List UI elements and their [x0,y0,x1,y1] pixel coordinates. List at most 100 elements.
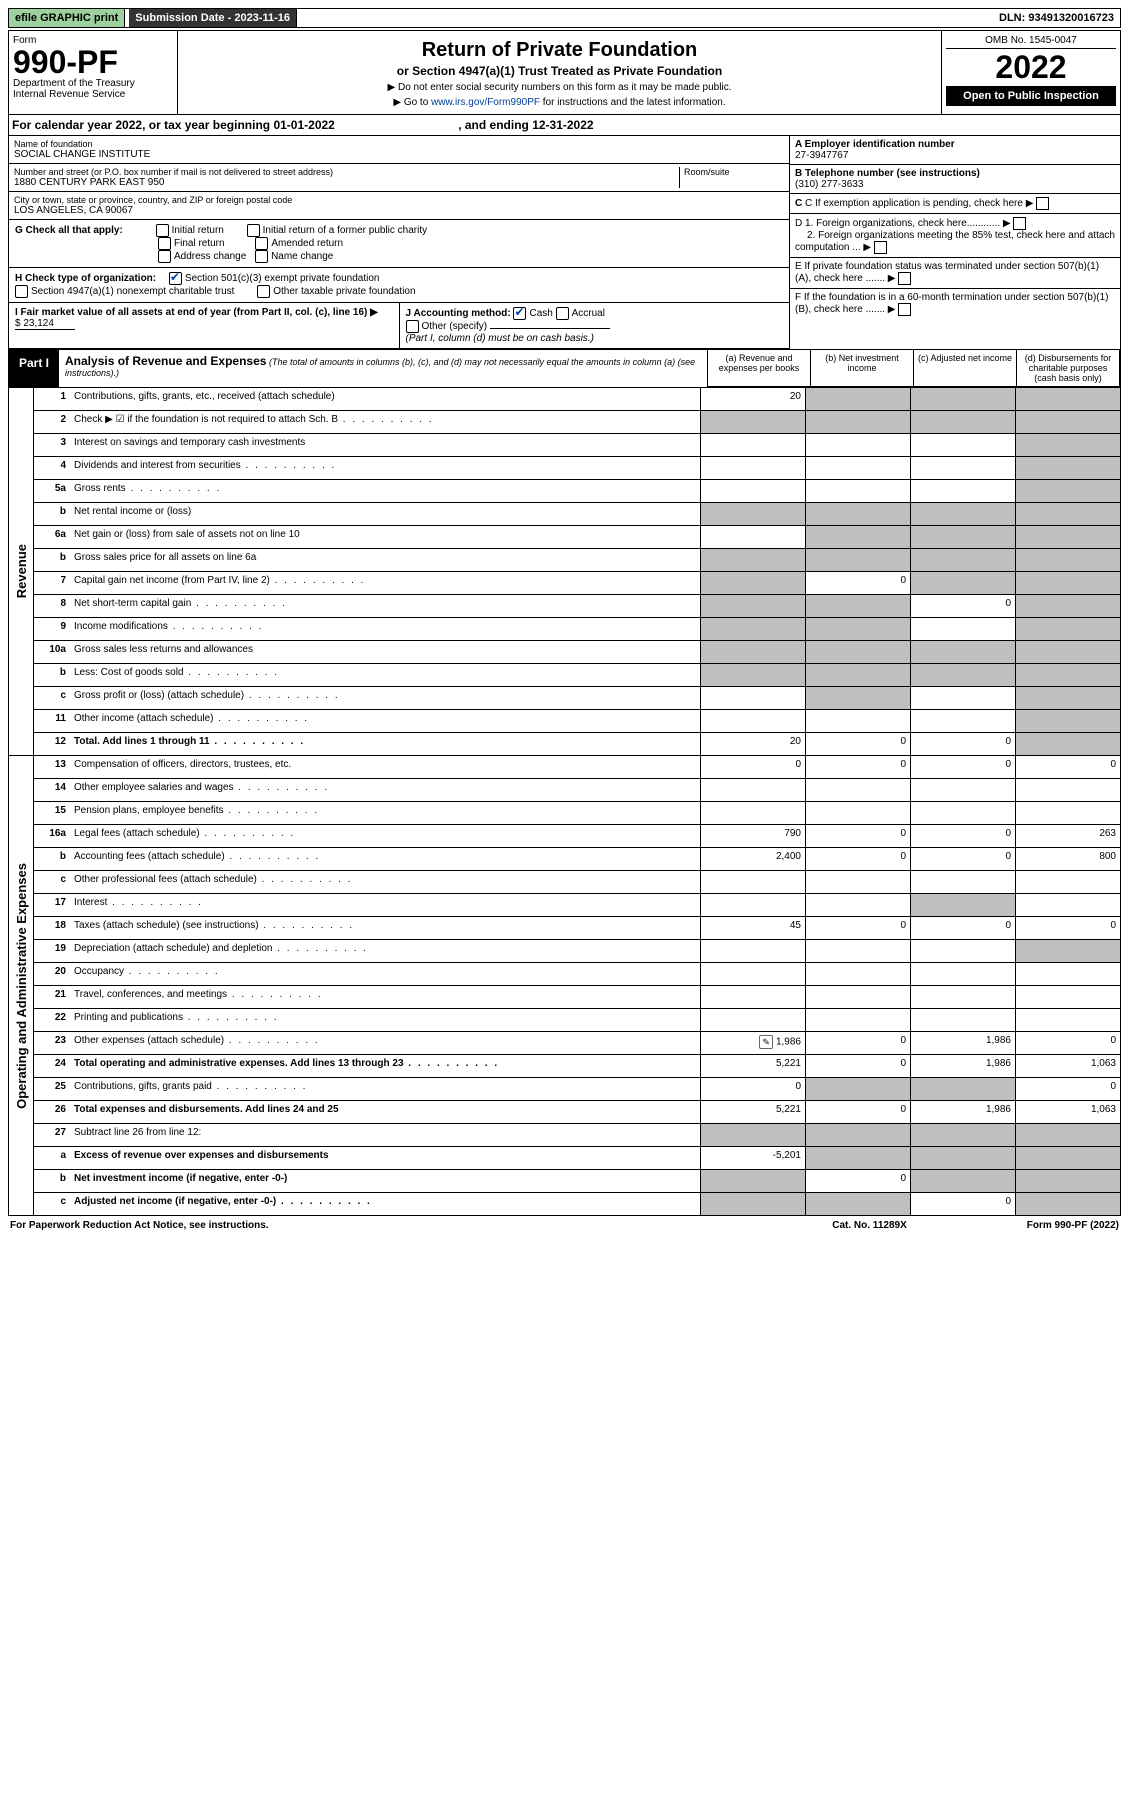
address-change-checkbox[interactable] [158,250,171,263]
line-27a: Excess of revenue over expenses and disb… [70,1147,700,1169]
phone: (310) 277-3633 [795,179,863,190]
line-6b: Gross sales price for all assets on line… [70,549,700,571]
501c3-checkbox[interactable] [169,272,182,285]
line-27b: Net investment income (if negative, ente… [70,1170,700,1192]
open-to-public: Open to Public Inspection [946,86,1116,106]
revenue-section: Revenue 1Contributions, gifts, grants, e… [8,388,1121,756]
line-25: Contributions, gifts, grants paid [70,1078,700,1100]
e-checkbox[interactable] [898,272,911,285]
tax-year: 2022 [946,49,1116,86]
note-2: ▶ Go to www.irs.gov/Form990PF for instru… [184,97,935,108]
dln: DLN: 93491320016723 [993,9,1120,27]
part1-header: Part I Analysis of Revenue and Expenses … [8,350,1121,388]
f-text: F If the foundation is in a 60-month ter… [795,292,1109,315]
cash-basis-note: (Part I, column (d) must be on cash basi… [406,333,594,344]
form-number: 990-PF [13,46,173,78]
line-5a: Gross rents [70,480,700,502]
part1-tab: Part I [9,350,59,387]
foundation-name: SOCIAL CHANGE INSTITUTE [14,149,784,160]
dept: Department of the Treasury [13,78,173,89]
expenses-label: Operating and Administrative Expenses [14,863,29,1109]
line-12: Total. Add lines 1 through 11 [70,733,700,755]
col-b-header: (b) Net investment income [811,350,914,387]
line-11: Other income (attach schedule) [70,710,700,732]
city-state-zip: LOS ANGELES, CA 90067 [14,205,784,216]
page-footer: For Paperwork Reduction Act Notice, see … [8,1216,1121,1235]
line-17: Interest [70,894,700,916]
final-return-checkbox[interactable] [158,237,171,250]
ein: 27-3947767 [795,150,848,161]
d2-text: 2. Foreign organizations meeting the 85%… [795,230,1115,253]
addr-label: Number and street (or P.O. box number if… [14,167,679,177]
omb-number: OMB No. 1545-0047 [946,35,1116,49]
efile-print-button[interactable]: efile GRAPHIC print [9,9,125,27]
line-16a: Legal fees (attach schedule) [70,825,700,847]
entity-info: Name of foundationSOCIAL CHANGE INSTITUT… [8,136,1121,350]
c-text: C If exemption application is pending, c… [805,198,1023,209]
line-1: Contributions, gifts, grants, etc., rece… [70,388,700,410]
section-h: H Check type of organization: Section 50… [9,268,789,303]
line-5b: Net rental income or (loss) [70,503,700,525]
cash-checkbox[interactable] [513,307,526,320]
c-checkbox[interactable] [1036,197,1049,210]
line-16b: Accounting fees (attach schedule) [70,848,700,870]
revenue-label: Revenue [14,544,29,598]
attachment-icon[interactable]: ✎ [759,1035,773,1049]
phone-label: B Telephone number (see instructions) [795,168,980,179]
line-24: Total operating and administrative expen… [70,1055,700,1077]
d1-checkbox[interactable] [1013,217,1026,230]
other-taxable-checkbox[interactable] [257,285,270,298]
form-ref: Form 990-PF (2022) [1027,1220,1119,1231]
line-20: Occupancy [70,963,700,985]
submission-date: Submission Date - 2023-11-16 [129,9,297,27]
col-d-header: (d) Disbursements for charitable purpose… [1017,350,1120,387]
expenses-section: Operating and Administrative Expenses 13… [8,756,1121,1216]
line-21: Travel, conferences, and meetings [70,986,700,1008]
col-c-header: (c) Adjusted net income [914,350,1017,387]
line-13: Compensation of officers, directors, tru… [70,756,700,778]
line-6a: Net gain or (loss) from sale of assets n… [70,526,700,548]
section-i-j: I Fair market value of all assets at end… [9,303,789,349]
accrual-checkbox[interactable] [556,307,569,320]
name-change-checkbox[interactable] [255,250,268,263]
d1-text: D 1. Foreign organizations, check here..… [795,218,1000,229]
line-10c: Gross profit or (loss) (attach schedule) [70,687,700,709]
line-4: Dividends and interest from securities [70,457,700,479]
calendar-year: For calendar year 2022, or tax year begi… [8,115,1121,136]
line-8: Net short-term capital gain [70,595,700,617]
line-27c: Adjusted net income (if negative, enter … [70,1193,700,1215]
form-title: Return of Private Foundation [184,39,935,62]
line-23: Other expenses (attach schedule) [70,1032,700,1054]
note-1: ▶ Do not enter social security numbers o… [184,82,935,93]
top-bar: efile GRAPHIC print Submission Date - 20… [8,8,1121,28]
line-14: Other employee salaries and wages [70,779,700,801]
street-address: 1880 CENTURY PARK EAST 950 [14,177,679,188]
line-27: Subtract line 26 from line 12: [70,1124,700,1146]
f-checkbox[interactable] [898,303,911,316]
irs: Internal Revenue Service [13,89,173,100]
section-g: G Check all that apply: Initial return I… [9,220,789,268]
room-label: Room/suite [684,167,784,177]
line-22: Printing and publications [70,1009,700,1031]
line-15: Pension plans, employee benefits [70,802,700,824]
form-header: Form 990-PF Department of the Treasury I… [8,30,1121,115]
form-subtitle: or Section 4947(a)(1) Trust Treated as P… [184,64,935,78]
line-9: Income modifications [70,618,700,640]
other-method-checkbox[interactable] [406,320,419,333]
line-26: Total expenses and disbursements. Add li… [70,1101,700,1123]
name-label: Name of foundation [14,139,784,149]
amended-checkbox[interactable] [255,237,268,250]
line-10a: Gross sales less returns and allowances [70,641,700,663]
initial-return-checkbox[interactable] [156,224,169,237]
d2-checkbox[interactable] [874,241,887,254]
line-18: Taxes (attach schedule) (see instruction… [70,917,700,939]
paperwork-notice: For Paperwork Reduction Act Notice, see … [10,1220,269,1231]
4947a1-checkbox[interactable] [15,285,28,298]
part1-title: Analysis of Revenue and Expenses [65,354,266,368]
city-label: City or town, state or province, country… [14,195,784,205]
initial-former-checkbox[interactable] [247,224,260,237]
e-text: E If private foundation status was termi… [795,261,1099,284]
line-16c: Other professional fees (attach schedule… [70,871,700,893]
instructions-link[interactable]: www.irs.gov/Form990PF [431,97,540,108]
cat-number: Cat. No. 11289X [832,1220,906,1231]
